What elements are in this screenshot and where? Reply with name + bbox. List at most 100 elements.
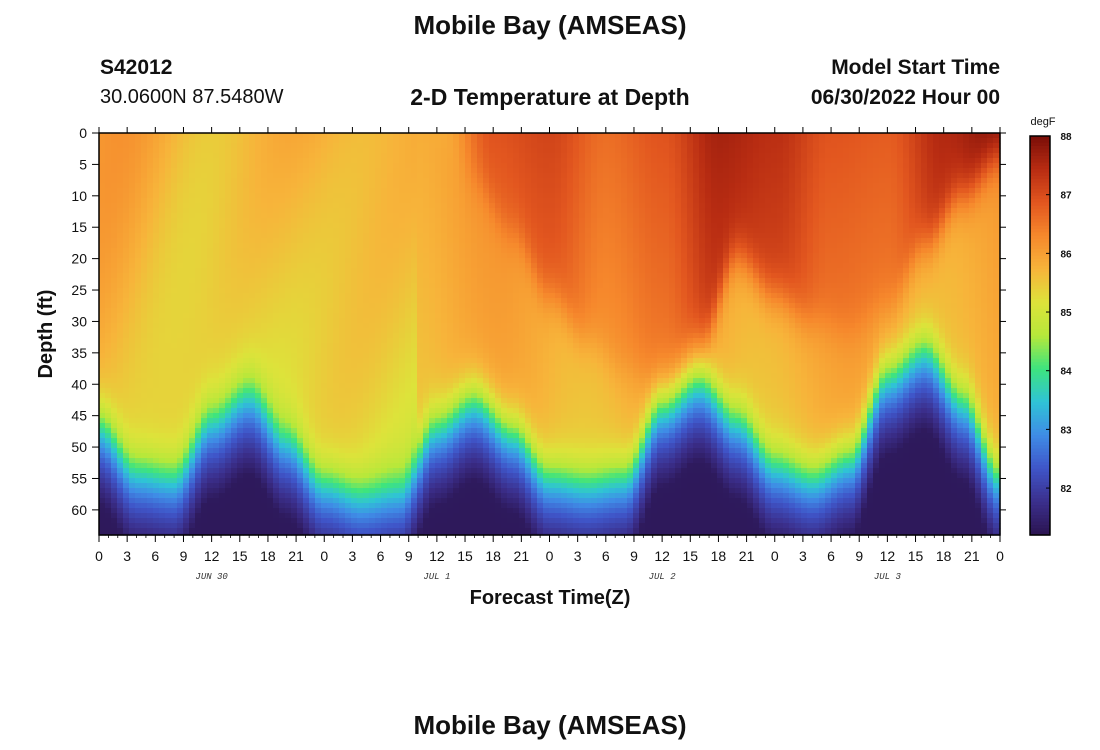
heatmap-cell <box>111 213 118 219</box>
heatmap-cell <box>255 428 262 434</box>
heatmap-cell <box>117 443 124 449</box>
heatmap-cell <box>435 263 442 269</box>
heatmap-cell <box>429 508 436 514</box>
heatmap-cell <box>267 298 274 304</box>
heatmap-cell <box>333 148 340 154</box>
heatmap-cell <box>447 383 454 389</box>
heatmap-cell <box>381 243 388 249</box>
heatmap-cell <box>339 498 346 504</box>
heatmap-cell <box>105 298 112 304</box>
heatmap-cell <box>129 173 136 179</box>
heatmap-cell <box>357 368 364 374</box>
heatmap-cell <box>429 158 436 164</box>
heatmap-cell <box>393 418 400 424</box>
heatmap-cell <box>405 433 412 439</box>
heatmap-cell <box>177 308 184 314</box>
heatmap-cell <box>441 448 448 454</box>
heatmap-cell <box>207 508 214 514</box>
heatmap-cell <box>351 508 358 514</box>
heatmap-cell <box>135 408 142 414</box>
heatmap-cell <box>135 178 142 184</box>
heatmap-cell <box>99 363 106 369</box>
heatmap-cells <box>99 133 1001 536</box>
heatmap-cell <box>417 373 424 379</box>
heatmap-cell <box>153 363 160 369</box>
heatmap-cell <box>237 448 244 454</box>
heatmap-cell <box>369 278 376 284</box>
heatmap-cell <box>459 418 466 424</box>
heatmap-cell <box>339 153 346 159</box>
heatmap-cell <box>183 188 190 194</box>
heatmap-cell <box>339 293 346 299</box>
heatmap-cell <box>135 213 142 219</box>
heatmap-cell <box>441 498 448 504</box>
heatmap-cell <box>177 343 184 349</box>
heatmap-cell <box>459 413 466 419</box>
heatmap-cell <box>141 483 148 489</box>
heatmap-cell <box>333 198 340 204</box>
heatmap-cell <box>363 478 370 484</box>
heatmap-cell <box>309 153 316 159</box>
heatmap-cell <box>195 378 202 384</box>
heatmap-cell <box>453 278 460 284</box>
heatmap-cell <box>453 198 460 204</box>
heatmap-cell <box>375 173 382 179</box>
heatmap-cell <box>147 488 154 494</box>
heatmap-cell <box>141 183 148 189</box>
heatmap-cell <box>441 393 448 399</box>
heatmap-cell <box>99 228 106 234</box>
heatmap-cell <box>315 348 322 354</box>
heatmap-cell <box>249 383 256 389</box>
heatmap-cell <box>207 153 214 159</box>
heatmap-cell <box>165 468 172 474</box>
heatmap-cell <box>99 183 106 189</box>
heatmap-cell <box>417 348 424 354</box>
heatmap-cell <box>309 358 316 364</box>
heatmap-cell <box>165 268 172 274</box>
heatmap-cell <box>435 243 442 249</box>
heatmap-cell <box>243 473 250 479</box>
heatmap-cell <box>399 528 406 534</box>
heatmap-cell <box>111 468 118 474</box>
heatmap-cell <box>195 243 202 249</box>
heatmap-cell <box>315 503 322 509</box>
heatmap-cell <box>381 193 388 199</box>
heatmap-cell <box>237 368 244 374</box>
heatmap-cell <box>417 243 424 249</box>
heatmap-cell <box>201 528 208 534</box>
heatmap-cell <box>249 178 256 184</box>
heatmap-cell <box>297 298 304 304</box>
heatmap-cell <box>237 388 244 394</box>
heatmap-cell <box>147 253 154 259</box>
heatmap-cell <box>369 218 376 224</box>
heatmap-cell <box>195 278 202 284</box>
heatmap-cell <box>405 188 412 194</box>
heatmap-cell <box>135 518 142 524</box>
heatmap-cell <box>177 228 184 234</box>
heatmap-cell <box>159 158 166 164</box>
heatmap-cell <box>99 383 106 389</box>
heatmap-cell <box>255 233 262 239</box>
heatmap-cell <box>201 383 208 389</box>
heatmap-cell <box>465 163 472 169</box>
heatmap-cell <box>333 248 340 254</box>
heatmap-cell <box>129 478 136 484</box>
heatmap-cell <box>135 138 142 144</box>
heatmap-cell <box>231 353 238 359</box>
heatmap-cell <box>117 193 124 199</box>
heatmap-cell <box>279 333 286 339</box>
heatmap-cell <box>291 293 298 299</box>
heatmap-cell <box>141 343 148 349</box>
heatmap-cell <box>417 203 424 209</box>
heatmap-cell <box>111 333 118 339</box>
heatmap-cell <box>321 238 328 244</box>
heatmap-cell <box>243 133 250 139</box>
heatmap-cell <box>195 193 202 199</box>
heatmap-cell <box>183 408 190 414</box>
heatmap-cell <box>261 433 268 439</box>
heatmap-cell <box>453 153 460 159</box>
heatmap-cell <box>333 378 340 384</box>
heatmap-cell <box>387 203 394 209</box>
heatmap-cell <box>237 363 244 369</box>
heatmap-cell <box>321 528 328 534</box>
